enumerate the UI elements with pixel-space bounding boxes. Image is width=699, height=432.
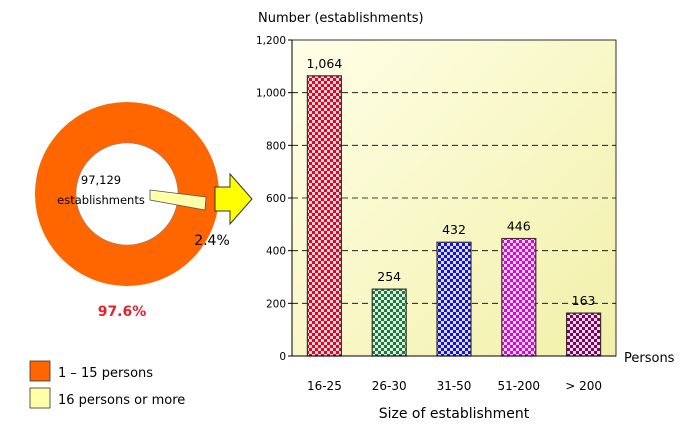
pointer-arrow-icon	[214, 172, 253, 226]
y-tick-label: 800	[266, 140, 286, 152]
bar-26-30	[371, 288, 407, 357]
x-tick-label: 51-200	[498, 379, 541, 393]
bar-31-50	[436, 241, 472, 357]
x-tick-label: 16-25	[307, 379, 342, 393]
bar-chart: Number (establishments) 0 200 400 600 800 1,0…	[256, 11, 675, 422]
bar-value-label: 432	[442, 222, 466, 237]
legend-label-16-persons-or-more: 16 persons or more	[58, 393, 185, 408]
y-tick-label: 400	[266, 246, 286, 258]
bar-51-200	[501, 237, 537, 357]
legend-label-1-15-persons: 1 – 15 persons	[58, 366, 153, 381]
bar-value-label: 163	[572, 293, 596, 308]
x-axis-title: Size of establishment	[379, 406, 530, 422]
y-tick-label: 1,000	[256, 88, 286, 100]
bar-value-label: 254	[377, 269, 401, 284]
donut-center-label: establishments	[57, 193, 145, 207]
bar-value-label: 1,064	[307, 56, 343, 71]
donut-center-value: 97,129	[81, 173, 121, 187]
donut-chart: 97,129 establishments 2.4% 97.6%	[35, 102, 253, 320]
y-tick-label: 200	[266, 298, 286, 310]
y-tick-label: 600	[266, 193, 286, 205]
y-tick-label: 0	[279, 351, 286, 363]
slice-label-97-6-percent: 97.6%	[98, 304, 147, 320]
legend-swatch-16-persons-or-more	[29, 387, 51, 409]
slice-label-2-4-percent: 2.4%	[194, 233, 230, 249]
x-tick-label: 26-30	[372, 379, 407, 393]
y-axis-title: Number (establishments)	[258, 11, 424, 26]
y-axis-ticks: 0 200 400 600 800 1,000 1,200	[256, 35, 292, 363]
bar-value-label: 446	[507, 219, 531, 234]
x-tick-label: 31-50	[437, 379, 472, 393]
bars: 1,064 254 432 446 163	[306, 56, 602, 357]
bar-200	[565, 312, 602, 357]
x-tick-label: > 200	[565, 379, 602, 393]
bar-16-25	[306, 75, 342, 357]
donut-slice-16-persons-or-more	[149, 189, 207, 211]
legend-swatch-1-15-persons	[29, 360, 51, 382]
y-tick-label: 1,200	[256, 35, 286, 47]
x-axis-ticks: 16-25 26-30 31-50 51-200 > 200	[307, 379, 602, 393]
x-unit-label: Persons	[624, 351, 675, 366]
donut-legend: 1 – 15 persons 16 persons or more	[29, 360, 185, 409]
